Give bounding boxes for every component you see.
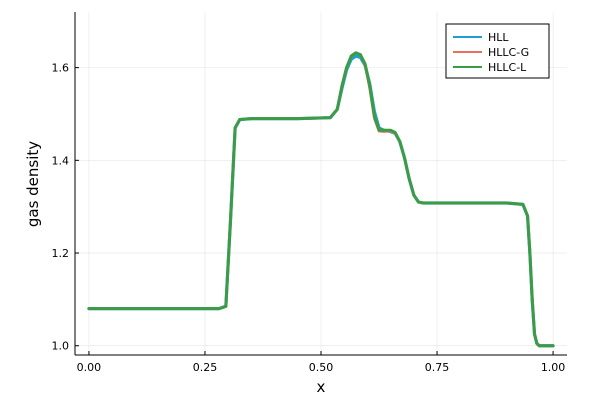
x-ticks: 0.00 0.25 0.50 0.75 1.00	[77, 351, 566, 374]
x-tick-label: 1.00	[541, 361, 566, 374]
legend-label-hllc-g: HLLC-G	[488, 46, 529, 59]
legend-label-hll: HLL	[488, 31, 509, 44]
y-tick-label: 1.0	[52, 340, 70, 353]
series-lines	[87, 51, 555, 348]
y-tick-label: 1.4	[52, 154, 70, 167]
x-tick-label: 0.00	[77, 361, 102, 374]
y-axis-label: gas density	[24, 141, 42, 227]
x-tick-label: 0.25	[193, 361, 218, 374]
y-tick-label: 1.2	[52, 247, 70, 260]
legend-label-hllc-l: HLLC-L	[488, 61, 527, 74]
x-tick-label: 0.50	[309, 361, 334, 374]
series-line-hllc-l	[87, 51, 555, 348]
legend: HLL HLLC-G HLLC-L	[445, 23, 550, 79]
x-axis-label: x	[317, 378, 326, 396]
x-tick-label: 0.75	[425, 361, 450, 374]
y-tick-label: 1.6	[52, 62, 70, 75]
y-ticks: 1.0 1.2 1.4 1.6	[52, 62, 79, 353]
